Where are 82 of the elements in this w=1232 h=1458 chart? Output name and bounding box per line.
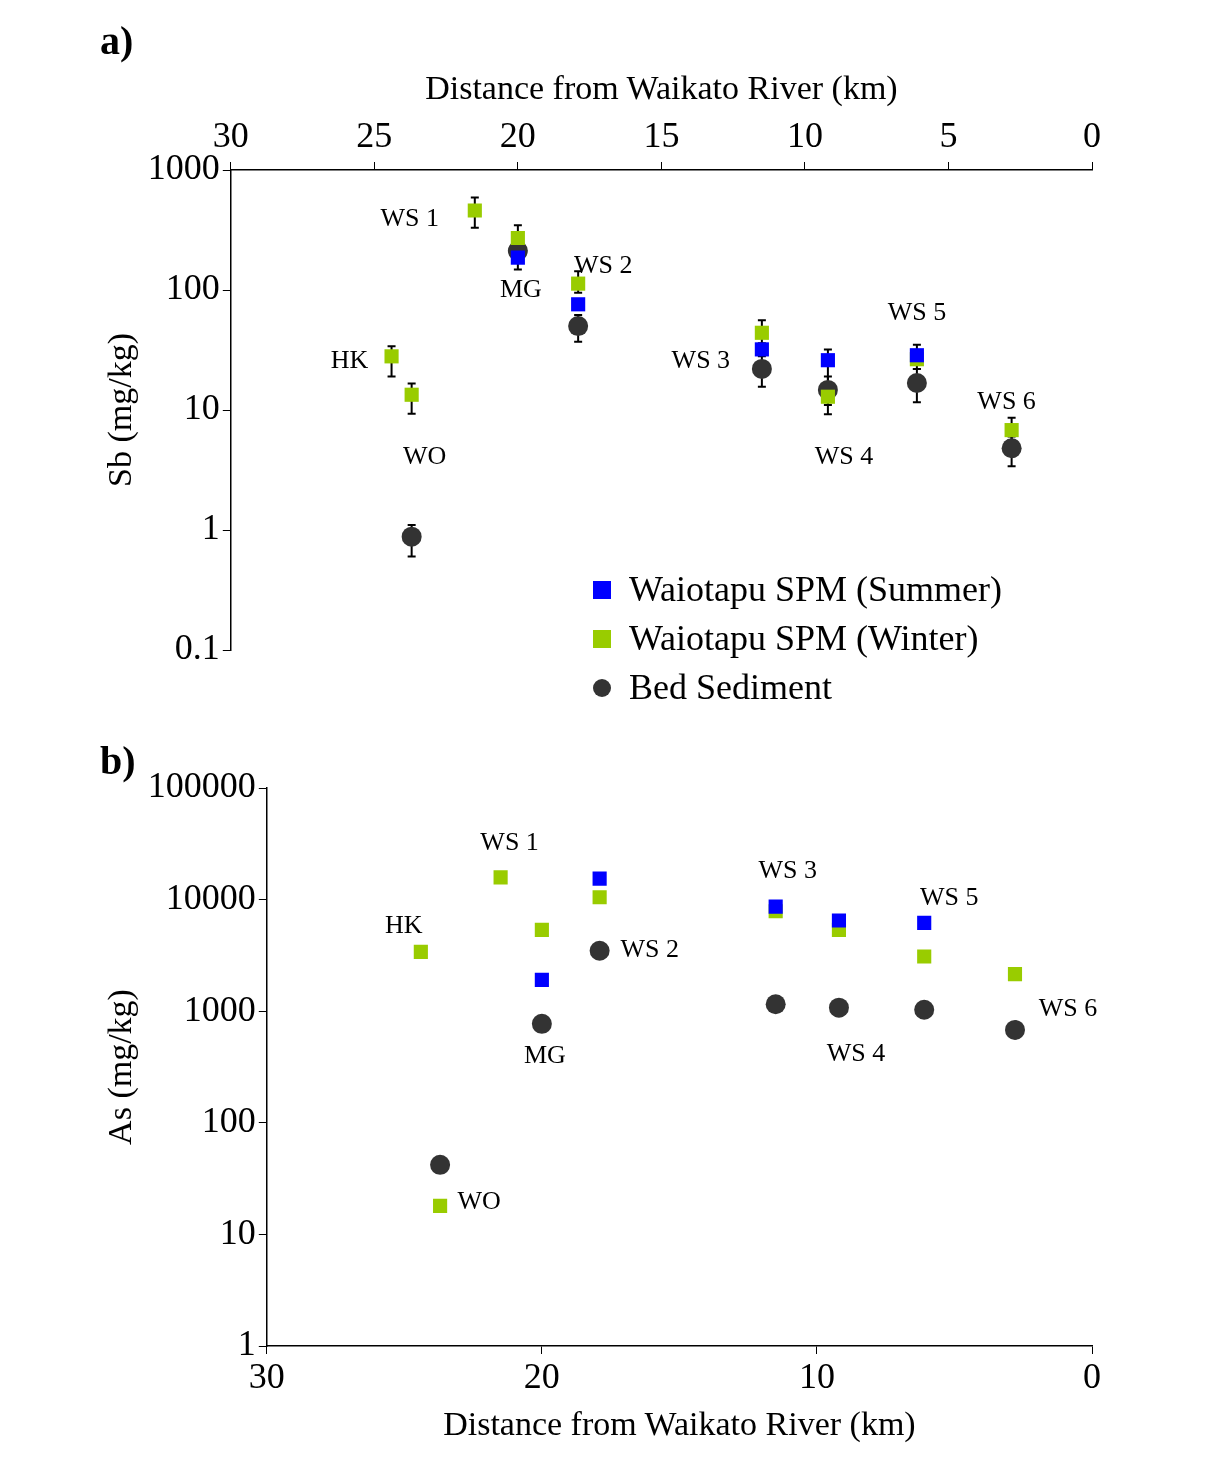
x-axis-title: Distance from Waikato River (km) <box>443 1404 916 1443</box>
y-tick-label: 100 <box>165 267 220 308</box>
y-tick-label: 10000 <box>165 877 256 918</box>
annotation: MG <box>499 274 542 304</box>
point <box>1004 1019 1025 1040</box>
chart-title: a) <box>100 18 134 64</box>
point <box>510 230 525 246</box>
annotation: WS 5 <box>887 297 947 327</box>
point <box>571 297 586 312</box>
x-tick-label: 10 <box>786 114 823 155</box>
point <box>828 997 849 1018</box>
x-tick-label: 20 <box>499 114 536 155</box>
point <box>430 1154 451 1175</box>
point <box>384 349 399 364</box>
point <box>831 913 847 928</box>
point <box>906 372 927 393</box>
point <box>467 203 482 218</box>
point <box>531 1013 552 1034</box>
annotation: WS 1 <box>380 203 440 233</box>
point <box>751 358 772 379</box>
y-tick-label: 100000 <box>147 765 256 806</box>
point <box>909 348 924 363</box>
x-tick-label: 15 <box>643 114 680 155</box>
x-tick-label: 0 <box>1083 1356 1101 1397</box>
y-tick-label: 10 <box>183 387 220 428</box>
x-tick-label: 10 <box>798 1356 835 1397</box>
point <box>413 944 428 959</box>
point <box>1001 438 1022 459</box>
point <box>820 353 835 368</box>
point <box>401 526 422 547</box>
x-axis-title: Distance from Waikato River (km) <box>425 69 898 108</box>
point <box>592 890 607 905</box>
annotation: WS 5 <box>919 881 979 911</box>
annotation: WS 4 <box>826 1037 886 1067</box>
point <box>1007 967 1023 982</box>
point <box>917 949 932 964</box>
y-tick-label: 1 <box>201 507 220 548</box>
point <box>534 922 549 937</box>
point <box>433 1198 448 1213</box>
point <box>917 915 932 930</box>
legend-label: Waiotapu SPM (Winter) <box>628 617 979 660</box>
point <box>768 899 783 914</box>
annotation: WS 3 <box>758 855 817 885</box>
annotation: MG <box>523 1039 566 1069</box>
annotation: WS 6 <box>977 385 1036 415</box>
annotation: WS 4 <box>814 440 874 470</box>
point <box>534 972 549 987</box>
point <box>404 387 419 402</box>
y-tick-label: 0.1 <box>174 627 220 668</box>
point <box>592 871 607 886</box>
x-tick-label: 5 <box>939 114 958 155</box>
x-tick-label: 25 <box>356 114 393 155</box>
legend-label: Bed Sediment <box>628 666 832 709</box>
y-axis-title: Sb (mg/kg) <box>101 333 140 487</box>
point <box>820 389 835 404</box>
x-tick-label: 20 <box>523 1356 560 1397</box>
annotation: WS 2 <box>573 250 633 280</box>
point <box>571 276 586 291</box>
annotation: WS 6 <box>1038 992 1098 1022</box>
point <box>914 999 935 1020</box>
annotation: WS 2 <box>620 933 679 963</box>
x-tick-label: 0 <box>1083 114 1101 155</box>
y-tick-label: 1000 <box>183 988 256 1029</box>
point <box>1004 423 1019 438</box>
annotation: WO <box>402 440 447 470</box>
chart-title: b) <box>100 738 136 784</box>
annotation: HK <box>385 909 423 939</box>
annotation: WS 1 <box>480 827 539 857</box>
point <box>765 994 786 1015</box>
annotation: WO <box>457 1185 501 1215</box>
y-tick-label: 10 <box>219 1211 256 1252</box>
y-tick-label: 100 <box>201 1100 256 1141</box>
point <box>589 940 610 961</box>
point <box>568 316 589 337</box>
y-axis-title: As (mg/kg) <box>101 989 140 1145</box>
annotation: HK <box>330 345 369 375</box>
point <box>493 870 508 885</box>
point <box>754 325 769 340</box>
point <box>754 342 769 357</box>
annotation: WS 3 <box>671 344 731 374</box>
legend-label: Waiotapu SPM (Summer) <box>628 568 1002 611</box>
point <box>510 250 525 265</box>
